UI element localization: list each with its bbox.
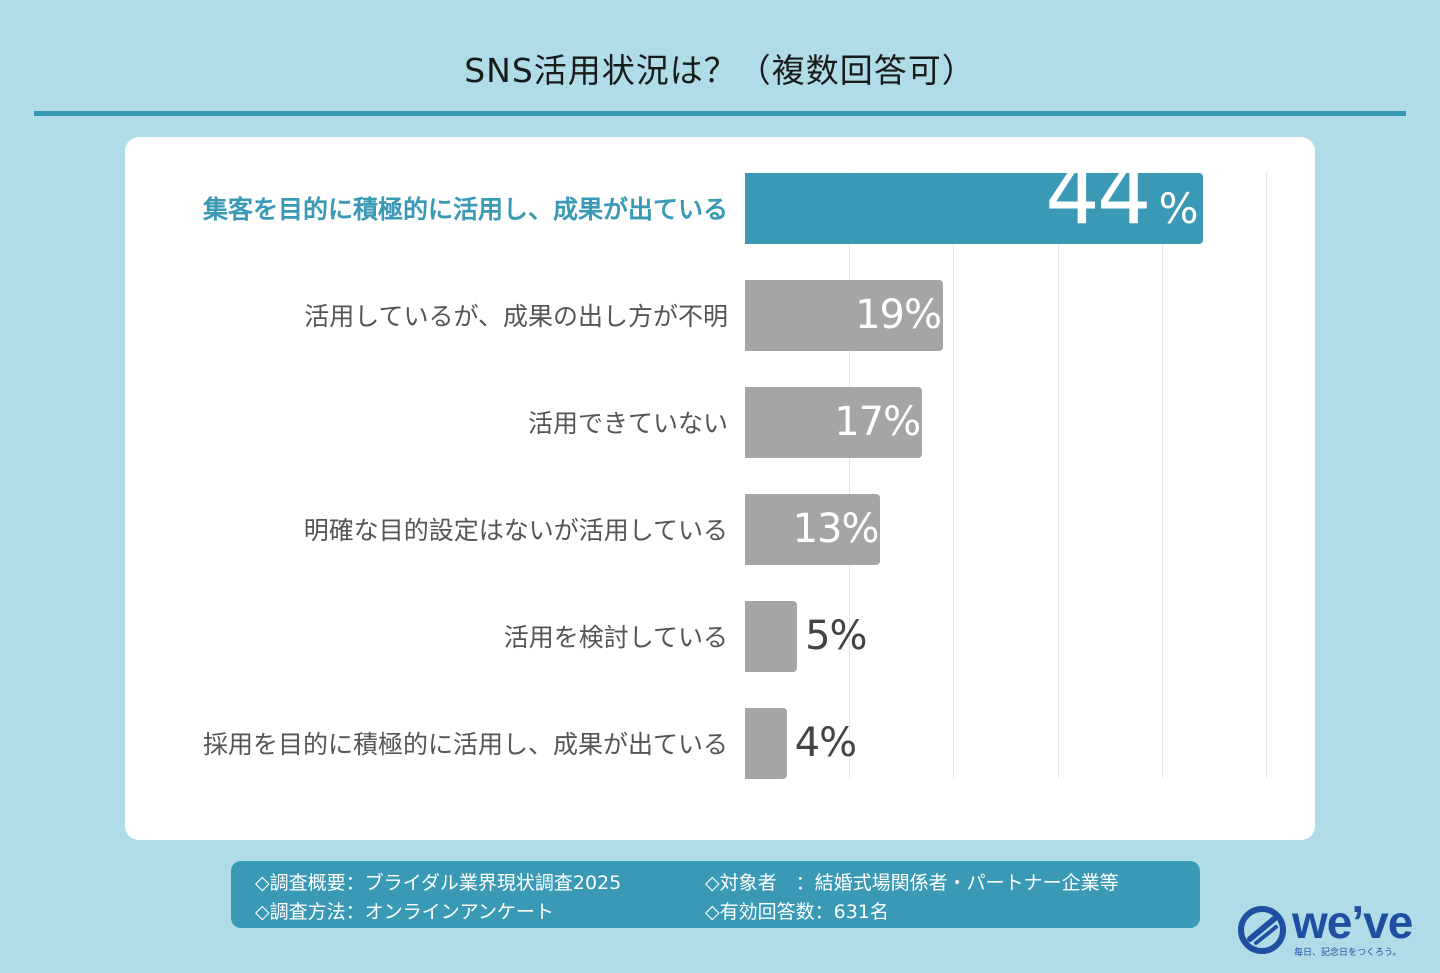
value-label: 17% bbox=[834, 399, 921, 445]
logo-wordmark: we’ve bbox=[1292, 896, 1413, 948]
chart-title: SNS活用状況は？（複数回答可） bbox=[464, 51, 976, 90]
survey-responses: ◇有効回答数：631名 bbox=[705, 901, 889, 923]
bar bbox=[745, 493, 881, 565]
chart-card bbox=[125, 137, 1315, 840]
category-label: 活用を検討している bbox=[503, 623, 728, 652]
bar bbox=[745, 279, 943, 351]
survey-method: ◇調査方法：オンラインアンケート bbox=[255, 901, 554, 923]
weve-logo: we’ve 毎日、記念日をつくろう。 bbox=[1236, 896, 1426, 961]
category-label: 採用を目的に積極的に活用し、成果が出ている bbox=[202, 730, 728, 759]
grid-line bbox=[849, 172, 850, 778]
category-label: 集客を目的に積極的に活用し、成果が出ている bbox=[202, 195, 728, 224]
category-label: 明確な目的設定はないが活用している bbox=[303, 516, 728, 545]
grid-line bbox=[1058, 172, 1059, 778]
value-label: 13% bbox=[792, 506, 880, 552]
value-label: 44% bbox=[1045, 144, 1199, 244]
value-label: 5% bbox=[805, 613, 867, 659]
survey-target: ◇対象者 ：結婚式場関係者・パートナー企業等 bbox=[705, 872, 1119, 894]
value-label: 19% bbox=[855, 292, 942, 338]
category-label: 活用しているが、成果の出し方が不明 bbox=[304, 302, 728, 331]
bar bbox=[745, 386, 923, 458]
survey-overview: ◇調査概要：ブライダル業界現状調査2025 bbox=[255, 872, 622, 894]
value-number: 44 bbox=[1045, 144, 1151, 244]
bar bbox=[745, 600, 798, 672]
grid-line bbox=[953, 172, 954, 778]
grid-line bbox=[1266, 172, 1267, 778]
logo-tagline: 毎日、記念日をつくろう。 bbox=[1294, 948, 1402, 958]
grid-line bbox=[1162, 172, 1163, 778]
value-percent-sign: % bbox=[1158, 184, 1199, 233]
category-label: 活用できていない bbox=[527, 409, 728, 438]
title-divider bbox=[34, 111, 1406, 116]
bar bbox=[745, 707, 787, 779]
logo-mark-icon bbox=[1238, 906, 1286, 954]
survey-info-box: ◇調査概要：ブライダル業界現状調査2025 ◇対象者 ：結婚式場関係者・パートナ… bbox=[231, 861, 1200, 928]
value-label: 4% bbox=[794, 720, 857, 766]
bar bbox=[745, 172, 1204, 244]
